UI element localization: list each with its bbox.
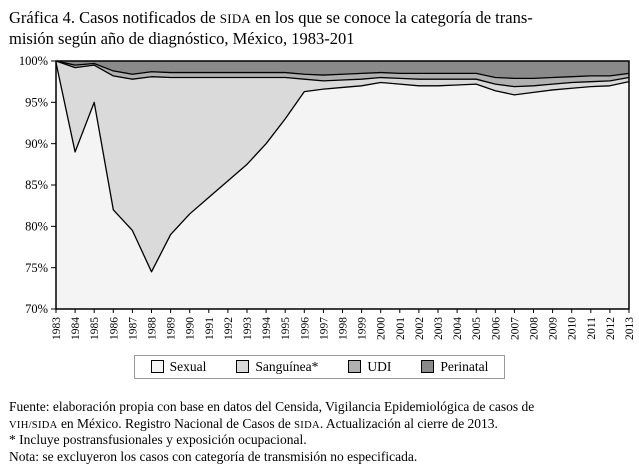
x-axis-label: 1983 bbox=[51, 317, 63, 340]
x-axis-label: 1990 bbox=[185, 317, 197, 340]
footnote-asterisk: * Incluye postransfusionales y exposició… bbox=[9, 432, 307, 448]
plot-svg: 70% 75% 80% 85% 90% 95% 100% 1983 1984 1985 1986 19… bbox=[19, 54, 636, 340]
legend-swatch-sexual bbox=[150, 360, 164, 374]
source-line-1: Fuente: elaboración propia con base en d… bbox=[9, 398, 535, 414]
area-band-2 bbox=[56, 60, 629, 87]
x-axis-label: 2005 bbox=[471, 317, 483, 340]
x-axis-label: 2013 bbox=[624, 317, 636, 340]
legend-item-udi: UDI bbox=[348, 359, 391, 375]
x-axis-label: 1989 bbox=[166, 317, 178, 340]
area-band-3 bbox=[56, 60, 629, 79]
y-axis-label: 75% bbox=[25, 261, 48, 275]
chart-legend: Sexual Sanguínea* UDI Perinatal bbox=[133, 354, 506, 379]
legend-label-udi: UDI bbox=[367, 358, 392, 374]
x-axis-label: 2000 bbox=[376, 317, 388, 340]
x-axis-label: 1985 bbox=[89, 317, 101, 340]
y-axis-label: 70% bbox=[25, 302, 48, 316]
x-axis-label: 1995 bbox=[280, 317, 292, 340]
title-text: Gráfica 4. Casos notificados de bbox=[9, 8, 220, 27]
y-axis-label: 85% bbox=[25, 178, 48, 192]
boundary-line-1 bbox=[55, 60, 630, 88]
x-axis-label: 1993 bbox=[242, 317, 254, 340]
footnote-smallcaps-sida: SIDA bbox=[294, 419, 320, 431]
y-axis-label: 95% bbox=[25, 95, 48, 109]
x-axis-label: 2010 bbox=[567, 317, 579, 340]
legend-swatch-udi bbox=[348, 360, 362, 374]
y-axis-label: 90% bbox=[25, 137, 48, 151]
x-axis-label: 2001 bbox=[395, 317, 407, 340]
x-axis-label: 1996 bbox=[299, 317, 311, 340]
footnote-smallcaps-vihsida: VIH/SIDA bbox=[9, 419, 58, 431]
legend-item-sanguinea: Sanguínea* bbox=[236, 359, 318, 375]
legend-swatch-sanguinea bbox=[236, 360, 250, 374]
x-axis-label: 2003 bbox=[433, 317, 445, 340]
x-axis-label: 1992 bbox=[223, 317, 235, 340]
x-axis-label: 2004 bbox=[452, 317, 464, 340]
x-axis-label: 2006 bbox=[490, 317, 502, 340]
y-axis-label: 100% bbox=[19, 54, 48, 68]
boundary-line-2 bbox=[55, 60, 630, 79]
figure-footnotes: Fuente: elaboración propia con base en d… bbox=[0, 379, 639, 466]
title-text: en los que se conoce la categoría de tra… bbox=[251, 8, 533, 27]
x-axis-label: 1994 bbox=[261, 317, 273, 340]
x-axis-label: 2009 bbox=[548, 317, 560, 340]
x-axis-label: 1988 bbox=[147, 317, 159, 340]
x-axis-label: 2007 bbox=[509, 317, 521, 340]
footnote-text: . Actualización al cierre de 2013. bbox=[319, 415, 498, 431]
legend-item-perinatal: Perinatal bbox=[421, 359, 488, 375]
x-axis-label: 1991 bbox=[204, 317, 216, 340]
x-axis-label: 1997 bbox=[318, 317, 330, 340]
x-axis-label: 2008 bbox=[529, 317, 541, 340]
stacked-area-chart: 70% 75% 80% 85% 90% 95% 100% 1983 1984 1985 1986 19… bbox=[0, 53, 639, 353]
x-axis-label: 1999 bbox=[357, 317, 369, 340]
source-line-2: VIH/SIDA en México. Registro Nacional de… bbox=[9, 416, 630, 433]
x-axis-label: 1986 bbox=[108, 317, 120, 340]
area-band-0 bbox=[56, 62, 629, 309]
area-band-1 bbox=[56, 60, 629, 272]
x-axis-label: 1998 bbox=[338, 317, 350, 340]
footnote-text: en México. Registro Nacional de Casos de bbox=[57, 415, 295, 431]
legend-row: Sexual Sanguínea* UDI Perinatal bbox=[0, 354, 639, 379]
title-smallcaps-sida: SIDA bbox=[219, 12, 251, 26]
title-line-1: Gráfica 4. Casos notificados de SIDA en … bbox=[9, 7, 630, 28]
footnote-nota: Nota: se excluyeron los casos con catego… bbox=[9, 449, 418, 465]
legend-label-sexual: Sexual bbox=[169, 358, 207, 374]
title-line-2: misión según año de diagnóstico, México,… bbox=[9, 29, 355, 49]
x-axis-label: 2012 bbox=[605, 317, 617, 340]
boundary-line-0 bbox=[55, 62, 630, 273]
legend-label-sanguinea: Sanguínea* bbox=[255, 358, 319, 374]
x-axis-label: 2011 bbox=[586, 317, 598, 340]
figure-title: Gráfica 4. Casos notificados de SIDA en … bbox=[0, 0, 639, 50]
legend-label-perinatal: Perinatal bbox=[440, 358, 489, 374]
y-axis-label: 80% bbox=[25, 219, 48, 233]
x-axis-label: 2002 bbox=[414, 317, 426, 340]
x-axis-label: 1987 bbox=[127, 317, 139, 340]
legend-item-sexual: Sexual bbox=[150, 358, 207, 375]
legend-swatch-perinatal bbox=[421, 360, 435, 374]
x-axis-label: 1984 bbox=[70, 317, 82, 340]
